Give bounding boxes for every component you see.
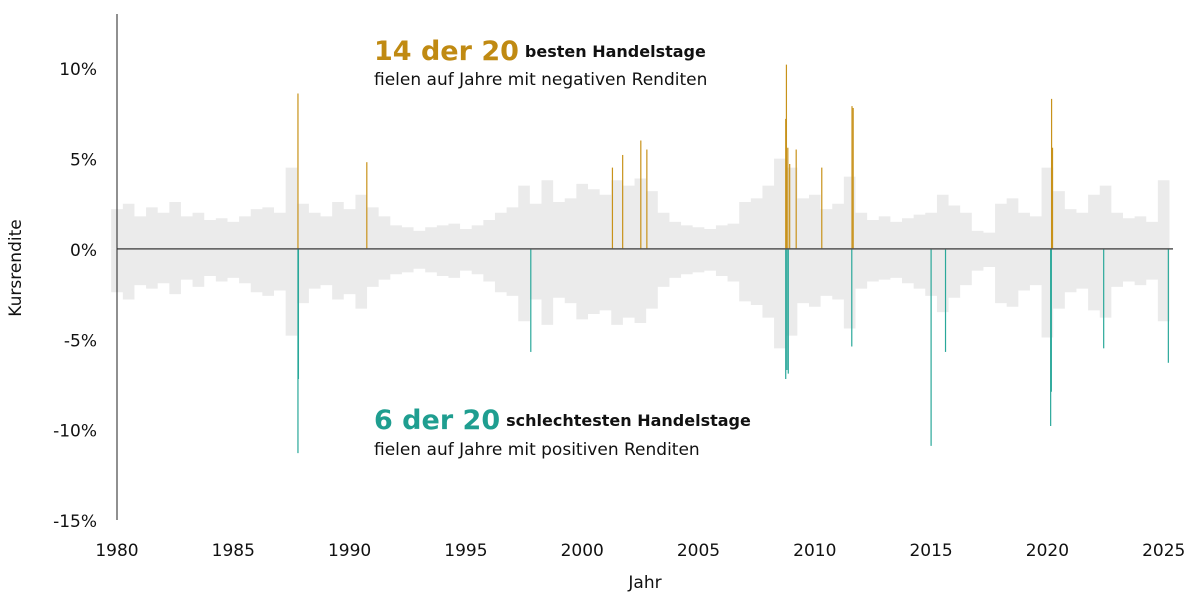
annotation-note: fielen auf Jahre mit negativen Renditen bbox=[374, 70, 707, 90]
annotation-heading: 6 der 20 schlechtesten Handelstage bbox=[374, 405, 751, 436]
x-axis-label: Jahr bbox=[627, 573, 661, 593]
y-tick-label: -15% bbox=[53, 512, 97, 532]
x-tick-label: 1990 bbox=[328, 541, 371, 561]
y-tick-label: -5% bbox=[64, 331, 97, 351]
y-tick-label: 0% bbox=[70, 241, 97, 261]
x-tick-label: 1980 bbox=[95, 541, 138, 561]
x-tick-label: 2020 bbox=[1026, 541, 1069, 561]
x-tick-label: 2025 bbox=[1142, 541, 1185, 561]
y-tick-label: -10% bbox=[53, 422, 97, 442]
y-tick-label: 10% bbox=[59, 60, 97, 80]
return-range bbox=[111, 248, 1170, 349]
x-tick-label: 1985 bbox=[212, 541, 255, 561]
x-tick-label: 2000 bbox=[561, 541, 604, 561]
annotation-text: besten Handelstage bbox=[525, 42, 706, 61]
annotation-text: schlechtesten Handelstage bbox=[506, 411, 751, 430]
annotation-highlight: 14 der 20 bbox=[374, 36, 519, 67]
x-tick-label: 2015 bbox=[909, 541, 952, 561]
annotation-heading: 14 der 20 besten Handelstage bbox=[374, 36, 706, 67]
annotation-highlight: 6 der 20 bbox=[374, 405, 500, 436]
y-tick-label: 5% bbox=[70, 151, 97, 171]
annotation-note: fielen auf Jahre mit positiven Renditen bbox=[374, 440, 700, 460]
x-tick-label: 1995 bbox=[444, 541, 487, 561]
y-axis-label: Kursrendite bbox=[6, 219, 26, 316]
x-tick-label: 2005 bbox=[677, 541, 720, 561]
x-tick-label: 2010 bbox=[793, 541, 836, 561]
